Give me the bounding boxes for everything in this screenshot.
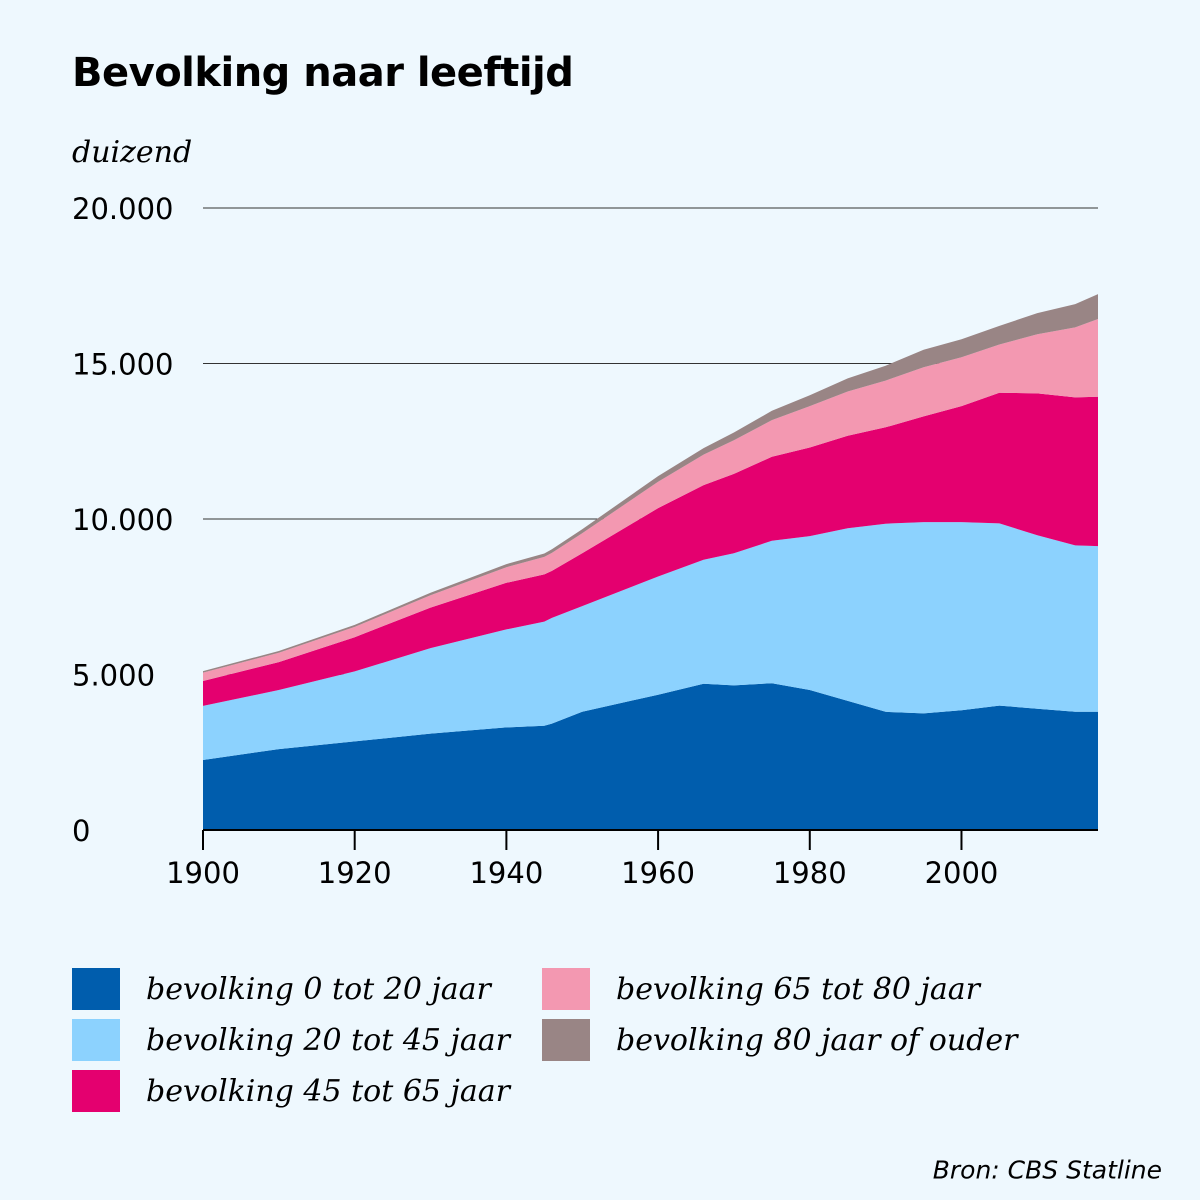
legend-label: bevolking 20 tot 45 jaar	[146, 1022, 510, 1058]
legend-item-0-20: bevolking 0 tot 20 jaar	[72, 968, 491, 1010]
y-axis-unit-label: duizend	[72, 135, 193, 170]
x-tick-label: 1980	[773, 856, 847, 890]
legend-label: bevolking 65 tot 80 jaar	[616, 971, 980, 1007]
x-tick-label: 1940	[469, 856, 543, 890]
source-note: Bron: CBS Statline	[932, 1155, 1162, 1185]
area-series-0	[203, 683, 1098, 830]
x-tick-label: 1960	[621, 856, 695, 890]
y-tick-label: 20.000	[72, 192, 173, 226]
legend-item-80-plus: bevolking 80 jaar of ouder	[542, 1019, 1017, 1061]
x-tick-label: 1920	[318, 856, 392, 890]
legend-item-65-80: bevolking 65 tot 80 jaar	[542, 968, 980, 1010]
area-series-1	[203, 522, 1098, 760]
area-series-3	[203, 319, 1098, 681]
area-series-4	[203, 294, 1098, 673]
area-series	[203, 294, 1098, 830]
legend-swatch	[542, 968, 590, 1010]
axes: 0 5.000 10.000 15.000 20.000 1900 1920 1940 1960…	[72, 192, 1098, 890]
x-tick-label: 1900	[166, 856, 240, 890]
legend-label: bevolking 80 jaar of ouder	[616, 1022, 1018, 1058]
legend-item-45-65: bevolking 45 tot 65 jaar	[72, 1070, 510, 1112]
y-tick-label: 10.000	[72, 503, 173, 537]
x-tick-label: 2000	[925, 856, 999, 890]
y-tick-label: 0	[72, 814, 90, 848]
stacked-area-chart: 0 5.000 10.000 15.000 20.000 1900 1920 1940 1960…	[72, 192, 1098, 890]
legend-swatch	[72, 1070, 120, 1112]
legend-label: bevolking 0 tot 20 jaar	[146, 971, 491, 1007]
y-tick-label: 5.000	[72, 659, 155, 693]
legend-label: bevolking 45 tot 65 jaar	[146, 1073, 510, 1109]
y-tick-label: 15.000	[72, 348, 173, 382]
legend-swatch	[72, 968, 120, 1010]
legend-swatch	[542, 1019, 590, 1061]
legend: bevolking 0 tot 20 jaar bevolking 20 tot…	[72, 968, 1072, 1118]
chart-title: Bevolking naar leeftijd	[72, 50, 574, 96]
area-series-2	[203, 392, 1098, 706]
legend-item-20-45: bevolking 20 tot 45 jaar	[72, 1019, 510, 1061]
legend-swatch	[72, 1019, 120, 1061]
